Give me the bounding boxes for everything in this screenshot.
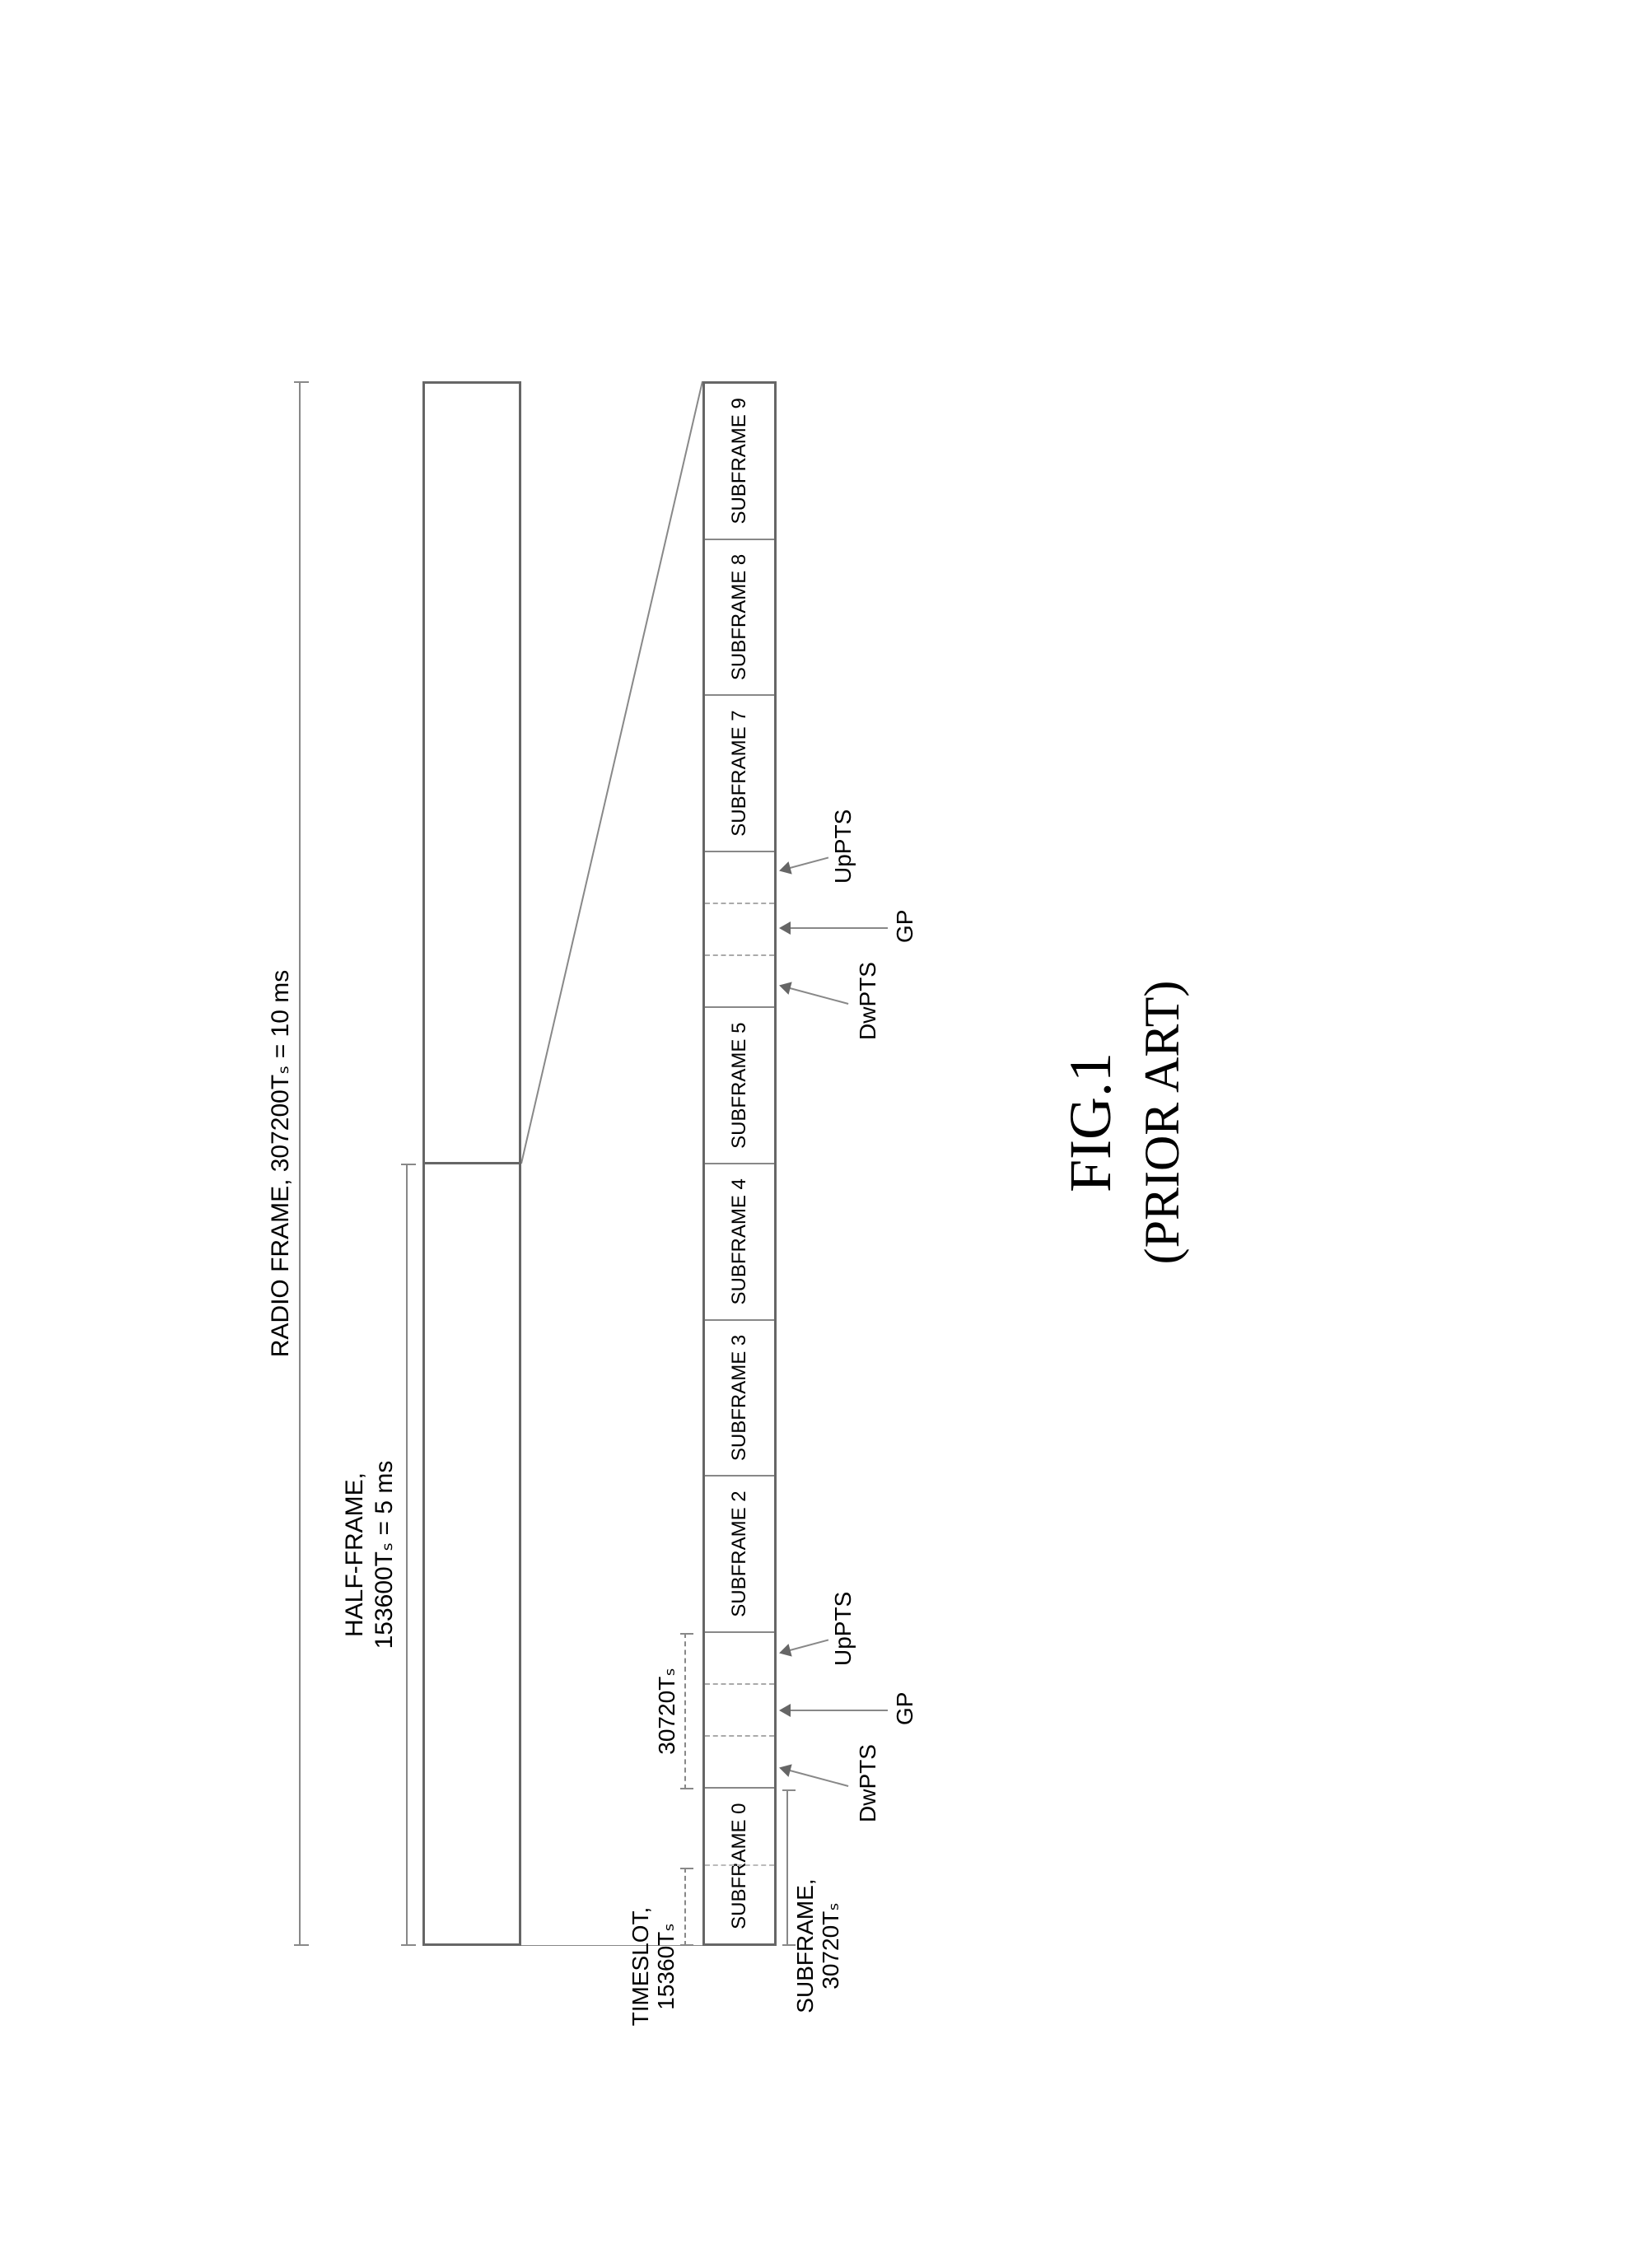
subframe-3: SUBFRAME 3 <box>705 1318 774 1475</box>
half-frame-label: HALF-FRAME, 153600Tₛ = 5 ms <box>340 1164 399 1946</box>
timeslot-l2: 15360Tₛ <box>653 1923 679 2009</box>
arrow-uppts-1 <box>781 1639 828 1653</box>
label-gp-1: GP <box>892 1691 918 1724</box>
subframe-1-part-gp <box>705 1683 774 1735</box>
subframe-dim-l1: SUBFRAME, <box>792 1878 818 2013</box>
caption-line1: FIG.1 <box>1057 1052 1123 1192</box>
timeslot-l1: TIMESLOT, <box>628 1906 653 2026</box>
arrow-dwpts-1 <box>781 1767 849 1787</box>
arrow-gp-2 <box>781 927 888 929</box>
subframe-dim-label: SUBFRAME, 30720Tₛ <box>793 1864 844 2028</box>
subframe-8: SUBFRAME 8 <box>705 538 774 694</box>
label-uppts-1: UpPTS <box>830 1591 856 1665</box>
subframe-0: SUBFRAME 0 <box>705 1787 774 1943</box>
subframe-1-part-dwpts <box>705 1735 774 1787</box>
label-dwpts-2: DwPTS <box>855 962 881 1040</box>
sf1-dim-label: 30720Tₛ <box>653 1633 680 1789</box>
subframe-dimline <box>786 1789 788 1946</box>
arrow-gp-1 <box>781 1710 888 1711</box>
label-dwpts-1: DwPTS <box>855 1744 881 1822</box>
subframe-5: SUBFRAME 5 <box>705 1006 774 1163</box>
half-frame-1 <box>425 384 519 1163</box>
subframe-7: SUBFRAME 7 <box>705 694 774 851</box>
label-gp-2: GP <box>892 909 918 942</box>
subframe-dim-l2: 30720Tₛ <box>818 1902 843 1989</box>
radio-frame-dimline <box>299 381 301 1946</box>
subframe-4: SUBFRAME 4 <box>705 1163 774 1319</box>
subframe-2: SUBFRAME 2 <box>705 1475 774 1631</box>
radio-frame-box <box>422 381 521 1946</box>
half-frame-0 <box>425 1162 519 1943</box>
timeslot-label: TIMESLOT, 15360Tₛ <box>628 1888 679 2045</box>
figure-caption: FIG.1 (PRIOR ART) <box>1057 134 1193 2111</box>
subframe-6-part-uppts <box>705 851 774 902</box>
timeslot-dimline <box>684 1868 686 1946</box>
slot-divider <box>705 1864 774 1866</box>
half-frame-label-l1: HALF-FRAME, <box>341 1472 368 1637</box>
sf1-dimline <box>684 1633 686 1789</box>
subframe-6-part-gp <box>705 903 774 954</box>
arrow-dwpts-2 <box>781 985 849 1005</box>
subframe-6-part-dwpts <box>705 954 774 1006</box>
subframe-1 <box>705 1631 774 1787</box>
caption-line2: (PRIOR ART) <box>1135 980 1189 1264</box>
half-frame-label-l2: 153600Tₛ = 5 ms <box>371 1460 398 1649</box>
subframe-1-part-uppts <box>705 1632 774 1682</box>
half-frame-dimline <box>406 1164 408 1946</box>
arrow-uppts-2 <box>781 856 828 870</box>
subframe-6 <box>705 850 774 1006</box>
radio-frame-label: RADIO FRAME, 307200Tₛ = 10 ms <box>266 381 295 1946</box>
subframe-9: SUBFRAME 9 <box>705 384 774 539</box>
diagram-root: RADIO FRAME, 307200Tₛ = 10 ms HALF-FRAME… <box>167 134 1485 2111</box>
subframe-row: SUBFRAME 0 SUBFRAME 2SUBFRAME 3SUBFRAME 4… <box>702 381 777 1946</box>
label-uppts-2: UpPTS <box>830 809 856 883</box>
